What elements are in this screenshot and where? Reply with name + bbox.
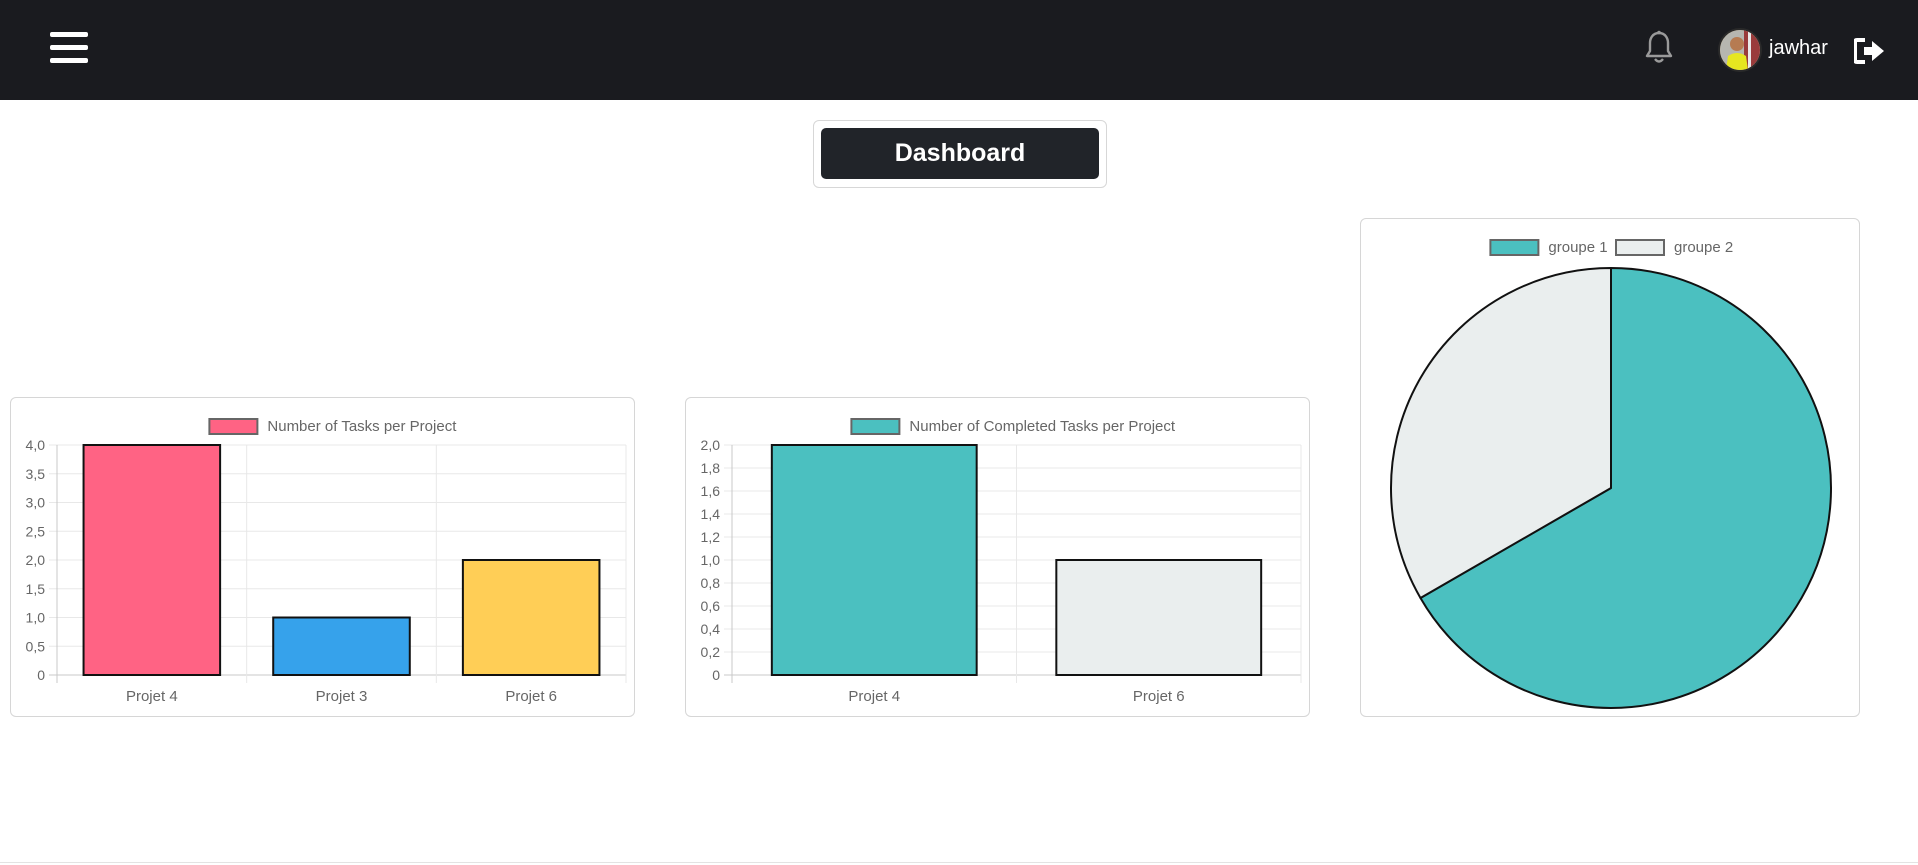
pie-slice	[1390, 267, 1612, 599]
hamburger-bar	[50, 45, 88, 50]
completed-chart-y-tick: 1,4	[701, 506, 721, 522]
completed-chart-legend-label: Number of Completed Tasks per Project	[909, 418, 1176, 435]
tasks-chart-y-tick: 3,0	[26, 495, 46, 511]
pie-slice	[1419, 267, 1832, 709]
tasks-chart-y-tick: 1,0	[26, 610, 46, 626]
tasks-chart-bar	[272, 616, 411, 676]
completed-chart-y-tick: 0,8	[701, 575, 721, 591]
tasks-chart-y-tick: 2,0	[26, 552, 46, 568]
dashboard-title-frame: Dashboard	[813, 120, 1107, 188]
tasks-chart-legend-label: Number of Tasks per Project	[267, 418, 457, 435]
tasks-chart-bar	[461, 559, 601, 676]
pie-legend-swatch	[1489, 239, 1540, 256]
completed-chart-y-tick: 0,2	[701, 644, 721, 660]
completed-chart-y-tick: 0,4	[701, 621, 721, 637]
completed-chart-y-tick: 1,0	[701, 552, 721, 568]
groups-pie-chart: groupe 1 groupe 2	[1390, 239, 1832, 709]
footer-divider	[0, 862, 1918, 863]
tasks-per-project-chart-card: Number of Tasks per Project 0 0,5 1,0 1,5 2,0…	[10, 397, 635, 717]
tasks-chart-x-tick: Projet 4	[126, 688, 178, 705]
pie-legend-label: groupe 1	[1548, 239, 1607, 256]
tasks-chart-y-tick: 2,5	[26, 523, 46, 539]
tasks-chart-y-tick: 0	[37, 667, 45, 683]
username-label[interactable]: jawhar	[1769, 37, 1828, 59]
completed-chart-y-tick: 1,6	[701, 483, 721, 499]
completed-chart-y-tick: 1,8	[701, 460, 721, 476]
tasks-per-project-chart: Number of Tasks per Project 0 0,5 1,0 1,5 2,0…	[26, 418, 627, 705]
completed-chart-y-tick: 2,0	[701, 437, 721, 453]
pie-legend-swatch	[1615, 239, 1665, 256]
completed-tasks-chart-card: Number of Completed Tasks per Project 0 0,…	[685, 397, 1310, 717]
tasks-chart-y-tick: 4,0	[26, 437, 46, 453]
tasks-chart-x-tick: Projet 3	[316, 688, 368, 705]
hamburger-menu-button[interactable]	[50, 32, 88, 68]
hamburger-bar	[50, 32, 88, 37]
tasks-chart-legend-swatch	[208, 418, 259, 435]
completed-chart-x-tick: Projet 6	[1133, 688, 1185, 705]
completed-chart-y-tick: 0	[712, 667, 720, 683]
tasks-chart-bar	[82, 444, 222, 676]
page-title: Dashboard	[821, 128, 1099, 179]
tasks-chart-y-tick: 3,5	[26, 466, 46, 482]
pie-legend-label: groupe 2	[1674, 239, 1733, 256]
sign-out-icon[interactable]	[1853, 36, 1886, 66]
completed-chart-bar	[1055, 559, 1263, 676]
completed-chart-y-tick: 0,6	[701, 598, 721, 614]
hamburger-bar	[50, 58, 88, 63]
tasks-chart-y-tick: 0,5	[26, 638, 46, 654]
completed-chart-y-tick: 1,2	[701, 529, 721, 545]
top-navbar: jawhar	[0, 0, 1918, 100]
completed-tasks-chart: Number of Completed Tasks per Project 0 0,…	[701, 418, 1302, 705]
bell-icon[interactable]	[1644, 30, 1674, 66]
tasks-chart-x-tick: Projet 6	[505, 688, 557, 705]
completed-chart-bar	[770, 444, 978, 676]
groups-pie-chart-card: groupe 1 groupe 2	[1360, 218, 1860, 717]
tasks-chart-y-tick: 1,5	[26, 581, 46, 597]
completed-chart-legend-swatch	[850, 418, 901, 435]
user-avatar[interactable]	[1718, 28, 1762, 72]
completed-chart-x-tick: Projet 4	[848, 688, 900, 705]
